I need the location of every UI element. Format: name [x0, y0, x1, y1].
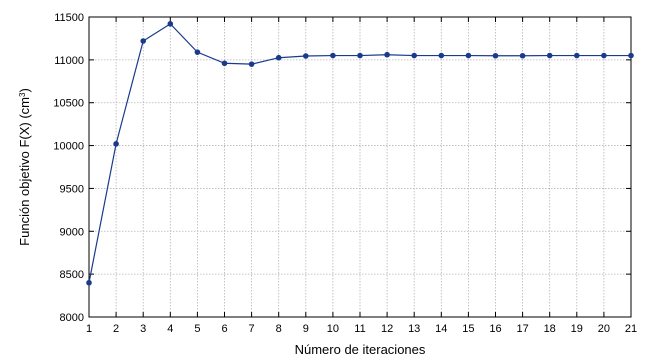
x-tick-label: 12 — [381, 323, 393, 335]
data-point — [275, 54, 282, 61]
x-tick-label: 6 — [221, 323, 227, 335]
data-point — [303, 53, 309, 59]
x-tick-label: 3 — [140, 323, 146, 335]
x-tick-label: 14 — [435, 323, 447, 335]
y-axis-title-superscript: 3 — [18, 92, 27, 97]
x-axis-title: Número de iteraciones — [295, 342, 426, 357]
data-point — [86, 279, 92, 286]
x-tick-label: 11 — [354, 323, 365, 335]
data-point — [384, 51, 390, 58]
x-tick-label: 9 — [303, 323, 309, 335]
data-point — [221, 60, 228, 67]
x-tick-label: 21 — [625, 323, 637, 335]
x-tick-labels: 1 2 3 4 5 6 7 8 9 10 11 12 13 14 15 16 17 18 19 20 21 — [86, 323, 637, 335]
data-point — [546, 52, 553, 59]
y-tick-label: 10000 — [53, 141, 84, 153]
x-tick-label: 1 — [86, 323, 92, 335]
y-tick-label: 10500 — [53, 98, 84, 110]
data-point — [194, 49, 201, 55]
data-point — [113, 141, 119, 147]
x-tick-label: 4 — [167, 323, 173, 335]
y-axis-title-main: Función objetivo F(X) (cm — [17, 97, 32, 246]
x-tick-label: 19 — [571, 323, 583, 335]
series-group — [86, 21, 634, 286]
y-tick-label: 11500 — [54, 12, 84, 24]
x-tick-label: 17 — [516, 323, 528, 335]
data-point — [574, 52, 580, 59]
x-tick-label: 2 — [113, 323, 119, 335]
data-point — [140, 38, 146, 44]
data-point — [167, 21, 174, 27]
data-point — [330, 52, 336, 59]
y-tick-label: 11000 — [54, 55, 84, 67]
y-tick-label: 8500 — [60, 269, 84, 281]
x-tick-label: 13 — [408, 323, 420, 335]
x-tick-label: 8 — [276, 323, 282, 335]
y-tick-label: 9000 — [60, 226, 84, 238]
grid-lines — [89, 17, 631, 317]
x-tick-label: 7 — [249, 323, 255, 335]
axis-ticks — [88, 16, 632, 318]
data-point — [519, 52, 526, 59]
data-point — [601, 52, 607, 59]
data-point — [357, 52, 363, 59]
data-point — [248, 61, 255, 67]
y-axis-title: Función objetivo F(X) (cm3) — [17, 88, 32, 246]
x-tick-label: 20 — [598, 323, 610, 335]
x-tick-label: 15 — [462, 323, 474, 335]
x-tick-label: 5 — [194, 323, 200, 335]
y-tick-labels: 8000 8500 9000 9500 10000 10500 11000 11500 — [53, 12, 84, 324]
x-tick-label: 10 — [327, 323, 339, 335]
data-point — [411, 52, 418, 59]
y-tick-label: 8000 — [60, 312, 84, 324]
data-point — [628, 52, 634, 59]
data-point — [492, 52, 499, 59]
y-axis-title-close: ) — [17, 88, 32, 92]
x-tick-label: 18 — [544, 323, 556, 335]
data-point — [438, 52, 445, 59]
data-point — [465, 52, 472, 59]
y-tick-label: 9500 — [60, 183, 84, 195]
x-tick-label: 16 — [489, 323, 501, 335]
